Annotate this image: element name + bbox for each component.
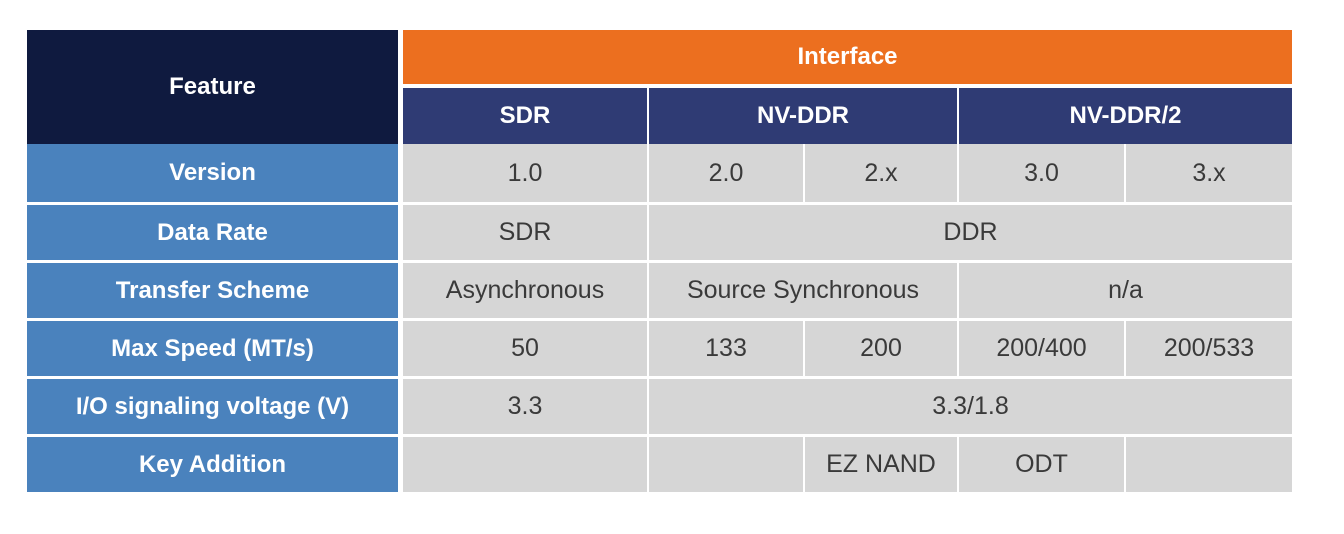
cell-io-voltage-rest: 3.3/1.8	[649, 376, 1292, 434]
cell-version-sdr: 1.0	[403, 144, 649, 202]
cell-transfer-scheme-nvddr: Source Synchronous	[649, 260, 959, 318]
table-row-data-rate: Data Rate SDR DDR	[27, 202, 1292, 260]
cell-key-addition-nvddr2-b	[1126, 434, 1292, 492]
cell-transfer-scheme-nvddr2: n/a	[959, 260, 1292, 318]
cell-version-nvddr-b: 2.x	[805, 144, 959, 202]
cell-key-addition-nvddr-a	[649, 434, 805, 492]
cell-key-addition-nvddr-b: EZ NAND	[805, 434, 959, 492]
row-label-key-addition: Key Addition	[27, 434, 403, 492]
nvddr-header: NV-DDR	[649, 88, 959, 144]
cell-version-nvddr2-b: 3.x	[1126, 144, 1292, 202]
row-label-io-voltage: I/O signaling voltage (V)	[27, 376, 403, 434]
cell-transfer-scheme-sdr: Asynchronous	[403, 260, 649, 318]
interface-comparison-table: Feature Interface SDR NV-DDR NV-DDR/2 Ve…	[27, 30, 1292, 492]
cell-max-speed-nvddr2-b: 200/533	[1126, 318, 1292, 376]
cell-version-nvddr-a: 2.0	[649, 144, 805, 202]
cell-max-speed-sdr: 50	[403, 318, 649, 376]
cell-version-nvddr2-a: 3.0	[959, 144, 1126, 202]
cell-max-speed-nvddr2-a: 200/400	[959, 318, 1126, 376]
table-row-max-speed: Max Speed (MT/s) 50 133 200 200/400 200/…	[27, 318, 1292, 376]
cell-max-speed-nvddr-b: 200	[805, 318, 959, 376]
feature-header: Feature	[27, 30, 403, 144]
sdr-header: SDR	[403, 88, 649, 144]
cell-key-addition-sdr	[403, 434, 649, 492]
interface-header: Interface	[403, 30, 1292, 88]
header-row-interface: Feature Interface	[27, 30, 1292, 144]
cell-data-rate-ddr: DDR	[649, 202, 1292, 260]
table-row-transfer-scheme: Transfer Scheme Asynchronous Source Sync…	[27, 260, 1292, 318]
cell-io-voltage-sdr: 3.3	[403, 376, 649, 434]
table-row-key-addition: Key Addition EZ NAND ODT	[27, 434, 1292, 492]
table-row-io-voltage: I/O signaling voltage (V) 3.3 3.3/1.8	[27, 376, 1292, 434]
cell-max-speed-nvddr-a: 133	[649, 318, 805, 376]
row-label-data-rate: Data Rate	[27, 202, 403, 260]
nvddr2-header: NV-DDR/2	[959, 88, 1292, 144]
table-row-version: Version 1.0 2.0 2.x 3.0 3.x	[27, 144, 1292, 202]
row-label-version: Version	[27, 144, 403, 202]
cell-data-rate-sdr: SDR	[403, 202, 649, 260]
row-label-transfer-scheme: Transfer Scheme	[27, 260, 403, 318]
feature-table: Feature Interface SDR NV-DDR NV-DDR/2 Ve…	[27, 30, 1292, 492]
cell-key-addition-nvddr2-a: ODT	[959, 434, 1126, 492]
header-row-interfaces: SDR NV-DDR NV-DDR/2	[27, 88, 1292, 144]
row-label-max-speed: Max Speed (MT/s)	[27, 318, 403, 376]
